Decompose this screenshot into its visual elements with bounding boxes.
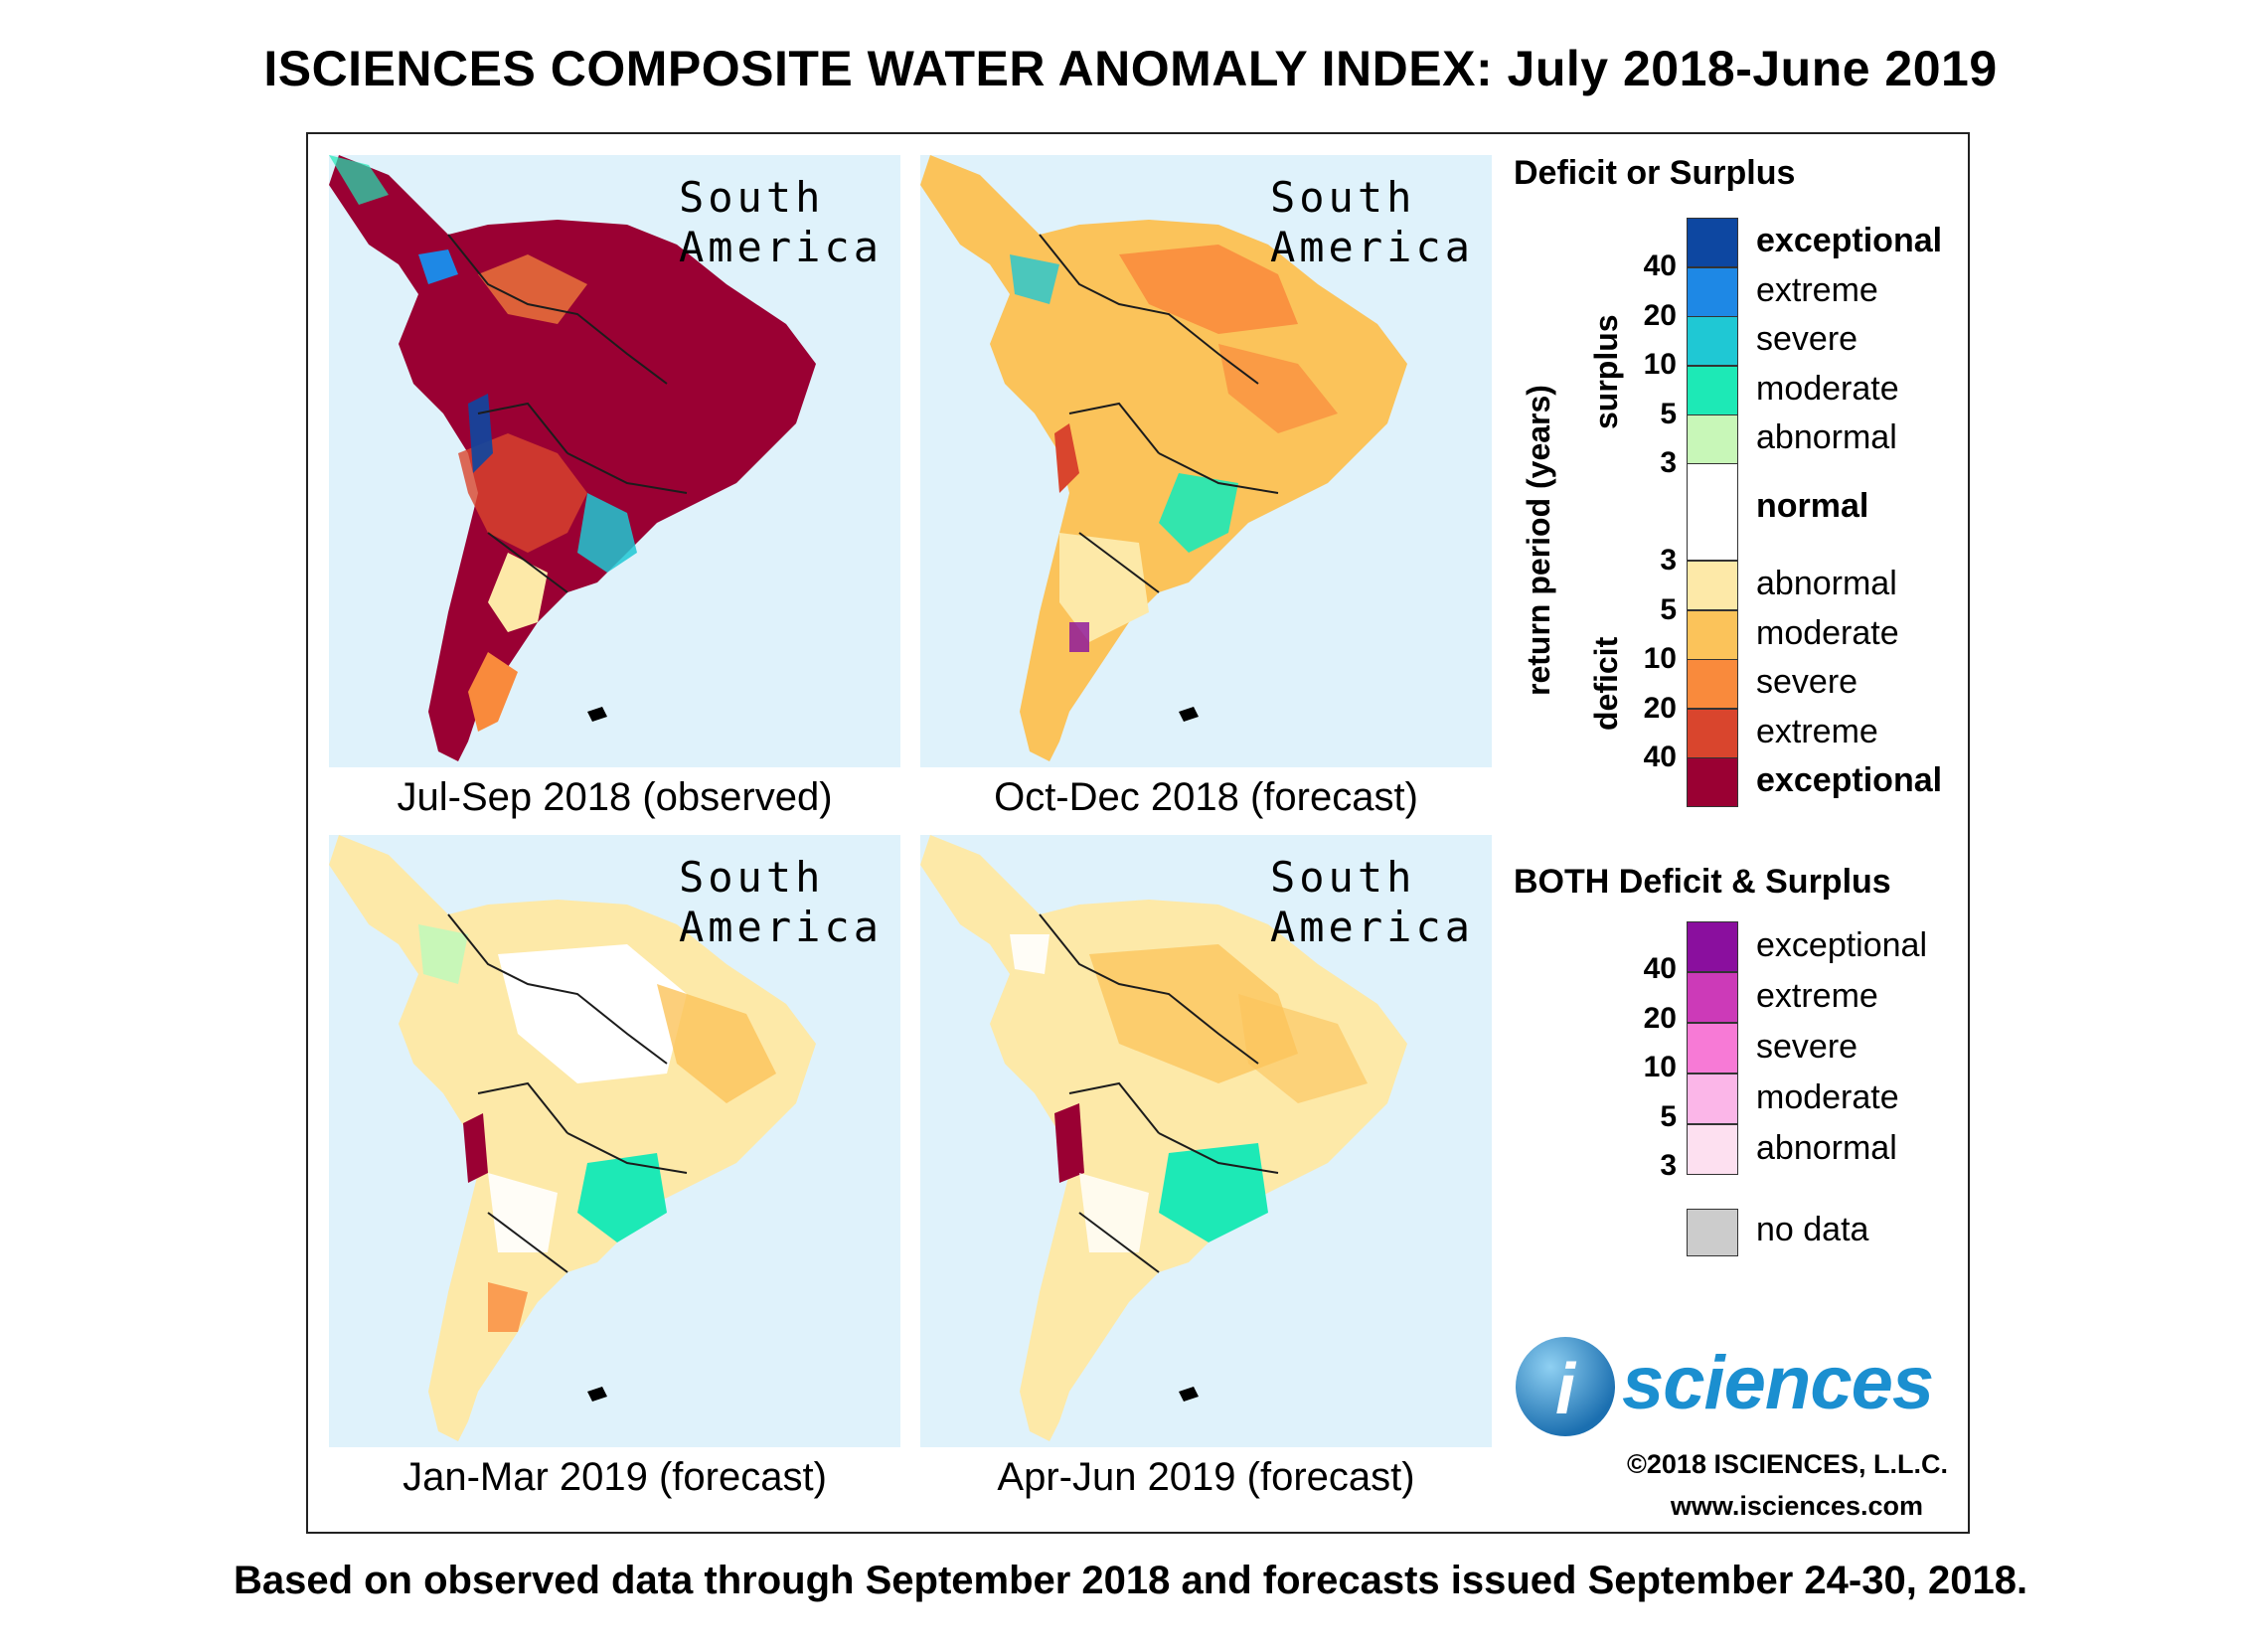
no-data-swatch [1687, 1209, 1738, 1256]
both-tick: 3 [1660, 1149, 1677, 1182]
region-label: South America [1269, 853, 1474, 951]
map-panel-oct-dec-2018: South America [920, 155, 1492, 767]
map-panel-jul-sep-2018: South America [329, 155, 900, 767]
deficit-tick: 5 [1660, 592, 1677, 626]
both-swatch-extreme [1687, 972, 1738, 1023]
deficit-tick: 10 [1643, 642, 1677, 675]
map-panel-jan-mar-2019: South America [329, 835, 900, 1447]
both-tick: 40 [1643, 952, 1677, 985]
deficit-label-severe: severe [1756, 663, 1858, 701]
legend-both-title: BOTH Deficit & Surplus [1514, 863, 1891, 901]
both-label-extreme: extreme [1756, 976, 1878, 1015]
panel-caption-1: Jul-Sep 2018 (observed) [397, 775, 833, 819]
isciences-logo: i sciences [1511, 1332, 1948, 1451]
surplus-swatch-moderate [1687, 365, 1738, 415]
svg-text:i: i [1555, 1350, 1577, 1429]
both-label-exceptional: exceptional [1756, 925, 1928, 964]
continent-shape [920, 835, 1407, 1441]
panel-caption-3: Jan-Mar 2019 (forecast) [403, 1455, 827, 1499]
surplus-label-severe: severe [1756, 320, 1858, 358]
surplus-tick: 3 [1660, 446, 1677, 479]
surplus-swatch-extreme [1687, 266, 1738, 317]
panel-caption-4: Apr-Jun 2019 (forecast) [997, 1455, 1415, 1499]
deficit-label-moderate: moderate [1756, 613, 1899, 652]
both-label-severe: severe [1756, 1027, 1858, 1066]
region-label: South America [678, 853, 883, 951]
continent-shape [329, 835, 816, 1441]
south-america-map [329, 155, 816, 761]
normal-swatch [1687, 463, 1738, 561]
both-swatch-abnormal [1687, 1124, 1738, 1175]
copyright: ©2018 ISCIENCES, L.L.C. [1627, 1449, 1948, 1479]
both-label-abnormal: abnormal [1756, 1128, 1897, 1167]
surplus-label-moderate: moderate [1756, 369, 1899, 408]
logo-circle-icon: i [1516, 1337, 1615, 1436]
deficit-swatch-abnormal [1687, 561, 1738, 610]
deficit-tick: 3 [1660, 544, 1677, 577]
logo-wordmark: sciences [1622, 1341, 1934, 1425]
deficit-label-abnormal: abnormal [1756, 565, 1897, 602]
surplus-swatch-exceptional [1687, 218, 1738, 267]
no-data-label: no data [1756, 1211, 1869, 1248]
surplus-label-exceptional: exceptional [1756, 222, 1943, 259]
normal-label: normal [1756, 487, 1869, 525]
map-panel-apr-jun-2019: South America [920, 835, 1492, 1447]
surplus-tick: 10 [1643, 348, 1677, 381]
continent-shape [329, 155, 816, 761]
surplus-tick: 5 [1660, 397, 1677, 430]
footer-note: Based on observed data through September… [233, 1559, 2028, 1602]
deficit-swatch-moderate [1687, 609, 1738, 660]
region-label: South America [1269, 173, 1474, 271]
page-title: ISCIENCES COMPOSITE WATER ANOMALY INDEX:… [263, 41, 1998, 96]
website-link[interactable]: www.isciences.com [1670, 1491, 1923, 1521]
surplus-tick: 40 [1643, 249, 1677, 282]
both-swatch-severe [1687, 1023, 1738, 1074]
south-america-map [920, 155, 1407, 761]
legend-axis-label: return period (years) [1521, 385, 1556, 696]
deficit-swatch-exceptional [1687, 757, 1738, 807]
surplus-swatch-severe [1687, 316, 1738, 366]
both-label-moderate: moderate [1756, 1077, 1899, 1116]
surplus-label-abnormal: abnormal [1756, 418, 1897, 456]
both-tick: 20 [1643, 1001, 1677, 1035]
panel-caption-2: Oct-Dec 2018 (forecast) [994, 775, 1418, 819]
surplus-swatch-abnormal [1687, 414, 1738, 464]
deficit-swatch-severe [1687, 659, 1738, 709]
surplus-tick: 20 [1643, 298, 1677, 332]
deficit-label-exceptional: exceptional [1756, 761, 1943, 799]
both-tick: 10 [1643, 1051, 1677, 1083]
both-swatch-exceptional [1687, 921, 1738, 972]
surplus-label-extreme: extreme [1756, 270, 1878, 309]
deficit-swatch-extreme [1687, 708, 1738, 758]
region-label: South America [678, 173, 883, 271]
south-america-map [329, 835, 816, 1441]
south-america-map [920, 835, 1407, 1441]
deficit-tick: 20 [1643, 691, 1677, 725]
figure-frame [306, 132, 1970, 1534]
legend-title: Deficit or Surplus [1514, 154, 1796, 192]
both-tick: 5 [1660, 1099, 1677, 1133]
deficit-tick: 40 [1643, 741, 1677, 773]
deficit-label-extreme: extreme [1756, 712, 1878, 750]
both-swatch-moderate [1687, 1074, 1738, 1124]
